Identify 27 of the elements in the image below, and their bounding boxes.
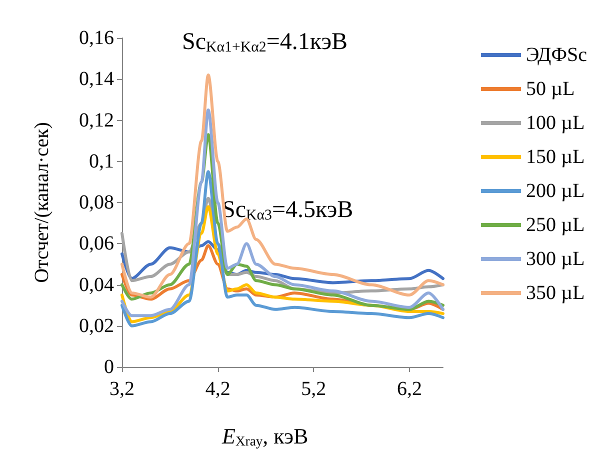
y-axis-title: Отсчет/(канал·сек) [31, 122, 53, 283]
annotation: ScKα1+Kα2=4.1кэВ [182, 29, 348, 56]
legend-label: 350 µL [526, 282, 585, 304]
legend-label: 250 µL [526, 214, 585, 236]
y-tick-label: 0,06 [79, 232, 114, 255]
x-axis-title: EXray, кэВ [221, 424, 308, 448]
x-tick-label: 5,2 [301, 378, 326, 400]
x-tick-label: 3,2 [110, 378, 134, 400]
line-series [120, 170, 444, 328]
y-tick-label: 0,12 [79, 109, 114, 132]
y-tick-label: 0 [104, 356, 114, 378]
legend-label: 150 µL [526, 146, 585, 168]
y-tick-label: 0,08 [79, 192, 114, 214]
x-tick-label: 4,2 [205, 378, 230, 400]
x-tick-label: 6,2 [396, 378, 422, 400]
y-tick-label: 0,04 [79, 274, 114, 296]
legend-label: ЭДФSc [526, 44, 588, 66]
y-tick-label: 0,16 [79, 27, 114, 49]
y-tick-label: 0,1 [89, 150, 114, 172]
legend-label: 300 µL [526, 248, 585, 270]
y-tick-label: 0,14 [79, 68, 114, 90]
y-tick-label: 0,02 [79, 314, 114, 337]
line-series [120, 74, 444, 299]
legend-label: 100 µL [526, 112, 585, 134]
legend-label: 200 µL [526, 180, 585, 202]
legend-label: 50 µL [526, 78, 575, 100]
line-series [120, 108, 444, 318]
